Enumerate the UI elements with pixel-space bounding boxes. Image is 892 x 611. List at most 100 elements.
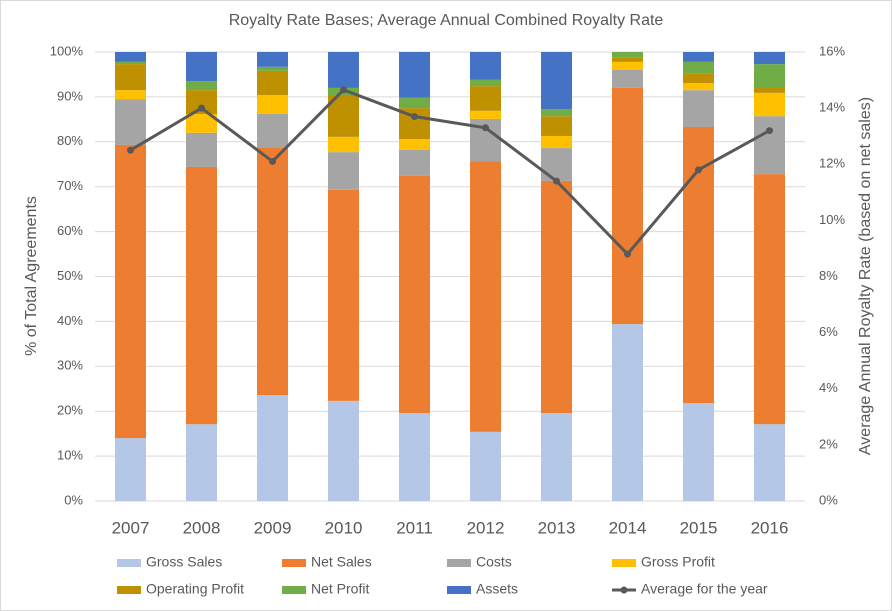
line-marker: [482, 124, 489, 132]
bar-segment: [186, 113, 217, 133]
bar-segment: [754, 64, 785, 88]
y-tick-label: 10%: [57, 448, 83, 463]
y-tick-label: 40%: [57, 313, 83, 328]
bar-segment: [257, 147, 288, 396]
legend-label: Gross Sales: [146, 554, 222, 570]
bar-segment: [257, 113, 288, 148]
bar-segment: [754, 52, 785, 65]
bar-segment: [257, 52, 288, 67]
bar-segment: [115, 61, 146, 65]
x-tick-label: 2007: [112, 518, 150, 537]
bar-segment: [754, 116, 785, 175]
bar-segment: [399, 139, 430, 150]
y2-tick-label: 2%: [819, 436, 838, 451]
line-marker: [695, 166, 702, 174]
bar-segment: [186, 166, 217, 425]
bar-segment: [754, 87, 785, 93]
y-tick-label: 90%: [57, 88, 83, 103]
line-series: [129, 88, 771, 257]
bar-segment: [115, 144, 146, 439]
bar-segment: [541, 109, 572, 117]
bar-segment: [470, 161, 501, 432]
bar-segment: [399, 52, 430, 98]
bar-segment: [257, 66, 288, 71]
x-tick-label: 2016: [751, 518, 789, 537]
bar-segment: [115, 52, 146, 62]
bar-segment: [399, 175, 430, 413]
bar-segment: [683, 52, 714, 62]
y2-tick-label: 6%: [819, 324, 838, 339]
bar-segment: [399, 97, 430, 109]
legend-swatch: [447, 559, 471, 567]
legend-label: Gross Profit: [641, 554, 715, 570]
bar-segment: [541, 412, 572, 501]
line-marker: [624, 250, 631, 258]
bar-segment: [541, 148, 572, 181]
bar-segment: [754, 92, 785, 117]
y2-tick-label: 14%: [819, 100, 845, 115]
bar-segment: [541, 52, 572, 110]
legend-label: Average for the year: [641, 581, 768, 597]
bar-segment: [257, 95, 288, 114]
bar-segment: [612, 61, 643, 70]
legend-marker: [620, 586, 628, 594]
line-marker: [198, 104, 205, 112]
x-tick-label: 2012: [467, 518, 505, 537]
x-tick-label: 2008: [183, 518, 221, 537]
y2-tick-label: 0%: [819, 492, 838, 507]
x-tick-label: 2009: [254, 518, 292, 537]
bar-segment: [612, 324, 643, 501]
bar-segment: [328, 152, 359, 190]
bar-segment: [612, 57, 643, 62]
legend-label: Costs: [476, 554, 512, 570]
legend-swatch: [282, 586, 306, 594]
bar-segment: [683, 90, 714, 127]
bar-segment: [186, 52, 217, 82]
bar-segment: [186, 424, 217, 501]
bar-segment: [541, 135, 572, 149]
legend-swatch: [447, 586, 471, 594]
bar-segment: [186, 132, 217, 167]
bar-segment: [328, 136, 359, 153]
bar-segment: [115, 64, 146, 91]
legend-label: Net Sales: [311, 554, 372, 570]
y2-tick-label: 10%: [819, 212, 845, 227]
bar-segment: [328, 400, 359, 501]
bar-segment: [470, 110, 501, 119]
bar-segment: [186, 81, 217, 91]
bar-segment: [683, 73, 714, 83]
bar-segment: [115, 99, 146, 145]
bar-segment: [470, 431, 501, 501]
bar-segment: [612, 52, 643, 58]
bar-segment: [257, 395, 288, 501]
y2-tick-label: 4%: [819, 380, 838, 395]
line-marker: [340, 86, 347, 94]
bar-segment: [186, 90, 217, 114]
bar-segment: [541, 180, 572, 413]
line-marker: [553, 177, 560, 185]
bar-segment: [470, 79, 501, 87]
bar-segment: [328, 96, 359, 137]
bar-segment: [115, 90, 146, 100]
bar-segment: [328, 52, 359, 88]
legend-swatch: [612, 559, 636, 567]
y-tick-label: 0%: [64, 492, 83, 507]
x-tick-label: 2013: [538, 518, 576, 537]
legend-label: Net Profit: [311, 581, 369, 597]
y2-tick-label: 8%: [819, 268, 838, 283]
y-tick-label: 50%: [57, 268, 83, 283]
legend-swatch: [117, 559, 141, 567]
bar-segment: [683, 61, 714, 74]
y-tick-label: 80%: [57, 133, 83, 148]
bar-segment: [612, 87, 643, 325]
y2-tick-label: 16%: [819, 43, 845, 58]
bar-segment: [115, 438, 146, 501]
y2-tick-label: 12%: [819, 156, 845, 171]
line-marker: [411, 113, 418, 121]
bar-segment: [754, 174, 785, 425]
bar-segment: [612, 69, 643, 88]
bar-segment: [470, 52, 501, 80]
bar-segment: [399, 149, 430, 176]
